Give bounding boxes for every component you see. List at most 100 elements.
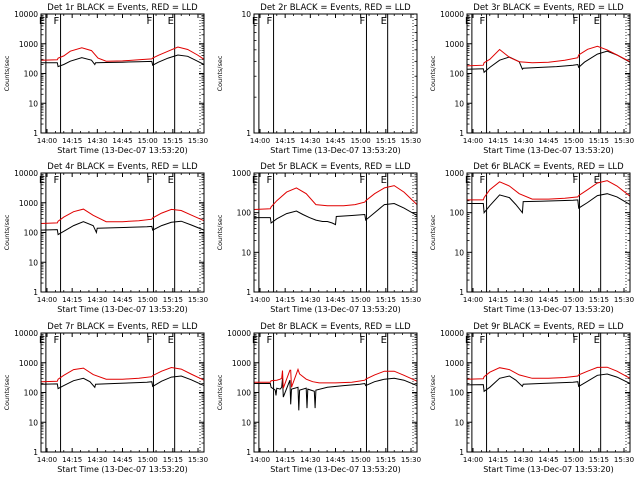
x-tick-label: 15:30 (614, 137, 634, 145)
y-tick-label: 100 (450, 70, 465, 79)
panel-det-7: Det 7r BLACK = Events, RED = LLD Counts/s… (3, 322, 208, 474)
marker-label: E (39, 175, 45, 186)
x-tick-label: 14:15 (275, 296, 295, 304)
x-tick-label: 15:30 (188, 137, 208, 145)
x-tick-label: 15:00 (138, 137, 158, 145)
x-tick-label: 15:30 (401, 456, 421, 464)
marker-label: F (54, 335, 60, 346)
y-tick-label: 10 (454, 99, 464, 108)
x-tick-label: 15:00 (564, 137, 584, 145)
y-tick-label: 10000 (440, 329, 464, 338)
panel-det-1: Det 1r BLACK = Events, RED = LLD Counts/s… (3, 3, 208, 155)
panel-title: Det 7r BLACK = Events, RED = LLD (47, 322, 198, 332)
y-tick-label: 1 (33, 448, 38, 457)
y-tick-label: 10 (28, 258, 38, 267)
y-tick-label: 100 (24, 229, 39, 238)
marker-label: F (359, 16, 365, 27)
x-tick-label: 14:00 (37, 296, 57, 304)
x-tick-label: 14:00 (463, 137, 483, 145)
x-tick-label: 14:00 (250, 456, 270, 464)
marker-label: E (594, 335, 600, 346)
marker-label: E (39, 335, 45, 346)
panel-det-6: Det 6r BLACK = Events, RED = LLD Counts/s… (429, 162, 634, 314)
y-tick-label: 1000 (445, 40, 464, 49)
marker-label: E (381, 16, 387, 27)
y-tick-label: 1 (246, 288, 251, 297)
x-axis-label: Start Time (13-Dec-07 13:53:20) (57, 305, 188, 314)
panel-title: Det 6r BLACK = Events, RED = LLD (473, 162, 624, 172)
x-tick-label: 14:00 (37, 137, 57, 145)
series-events-line (466, 373, 631, 393)
x-tick-label: 14:00 (37, 456, 57, 464)
plot-frame (253, 172, 418, 293)
marker-label: F (146, 335, 152, 346)
y-tick-label: 1 (246, 448, 251, 457)
series-lld-line (466, 366, 631, 380)
x-tick-label: 15:00 (564, 456, 584, 464)
series-events-line (40, 220, 205, 236)
y-tick-label: 10000 (14, 329, 38, 338)
y-tick-label: 1000 (232, 169, 251, 178)
x-tick-label: 14:30 (87, 296, 107, 304)
marker-label: F (359, 175, 365, 186)
x-tick-label: 14:00 (463, 456, 483, 464)
y-tick-label: 1 (33, 129, 38, 138)
y-axis-label: Counts/sec (429, 55, 437, 91)
x-tick-label: 15:00 (138, 296, 158, 304)
y-tick-label: 1000 (445, 169, 464, 178)
x-tick-label: 14:30 (87, 456, 107, 464)
x-tick-label: 14:15 (62, 137, 82, 145)
marker-label: F (267, 175, 273, 186)
x-tick-label: 14:15 (488, 137, 508, 145)
y-tick-label: 10 (454, 248, 464, 257)
x-tick-label: 15:00 (351, 456, 371, 464)
marker-label: F (572, 175, 578, 186)
y-tick-label: 100 (450, 389, 465, 398)
x-axis-label: Start Time (13-Dec-07 13:53:20) (483, 465, 614, 474)
x-tick-label: 14:45 (112, 137, 132, 145)
x-tick-label: 15:15 (589, 456, 609, 464)
x-tick-label: 15:00 (138, 456, 158, 464)
panel-title: Det 9r BLACK = Events, RED = LLD (473, 322, 624, 332)
y-tick-label: 100 (237, 209, 252, 218)
x-tick-label: 14:15 (488, 456, 508, 464)
y-tick-label: 1 (459, 129, 464, 138)
y-tick-label: 1000 (232, 359, 251, 368)
x-tick-label: 15:15 (589, 137, 609, 145)
x-tick-label: 15:15 (163, 296, 183, 304)
marker-label: F (267, 335, 273, 346)
x-tick-label: 15:15 (163, 137, 183, 145)
marker-label: E (252, 335, 258, 346)
x-tick-label: 15:00 (564, 296, 584, 304)
x-tick-label: 15:30 (614, 456, 634, 464)
x-tick-label: 14:15 (275, 456, 295, 464)
x-tick-label: 15:15 (163, 456, 183, 464)
y-tick-label: 100 (237, 389, 252, 398)
series-events-line (466, 50, 631, 74)
plot-frame (40, 332, 205, 453)
x-axis-label: Start Time (13-Dec-07 13:53:20) (483, 146, 614, 155)
x-tick-label: 14:45 (538, 137, 558, 145)
series-lld-line (467, 180, 631, 201)
x-tick-label: 14:30 (87, 137, 107, 145)
x-tick-label: 15:00 (351, 137, 371, 145)
plot-frame (40, 172, 205, 293)
marker-label: E (252, 16, 258, 27)
marker-label: F (54, 175, 60, 186)
marker-label: F (480, 335, 486, 346)
y-tick-label: 10 (28, 418, 38, 427)
y-tick-label: 1000 (19, 359, 38, 368)
y-axis-label: Counts/sec (216, 55, 224, 91)
series-events-line (467, 193, 631, 215)
series-lld-line (40, 366, 205, 383)
x-tick-label: 15:30 (188, 296, 208, 304)
marker-label: F (572, 335, 578, 346)
marker-label: F (267, 16, 273, 27)
marker-label: E (168, 16, 174, 27)
marker-label: F (146, 175, 152, 186)
marker-label: F (359, 335, 365, 346)
plot-frame (466, 332, 631, 453)
panel-det-3: Det 3r BLACK = Events, RED = LLD Counts/s… (429, 3, 634, 155)
x-tick-label: 14:00 (250, 137, 270, 145)
